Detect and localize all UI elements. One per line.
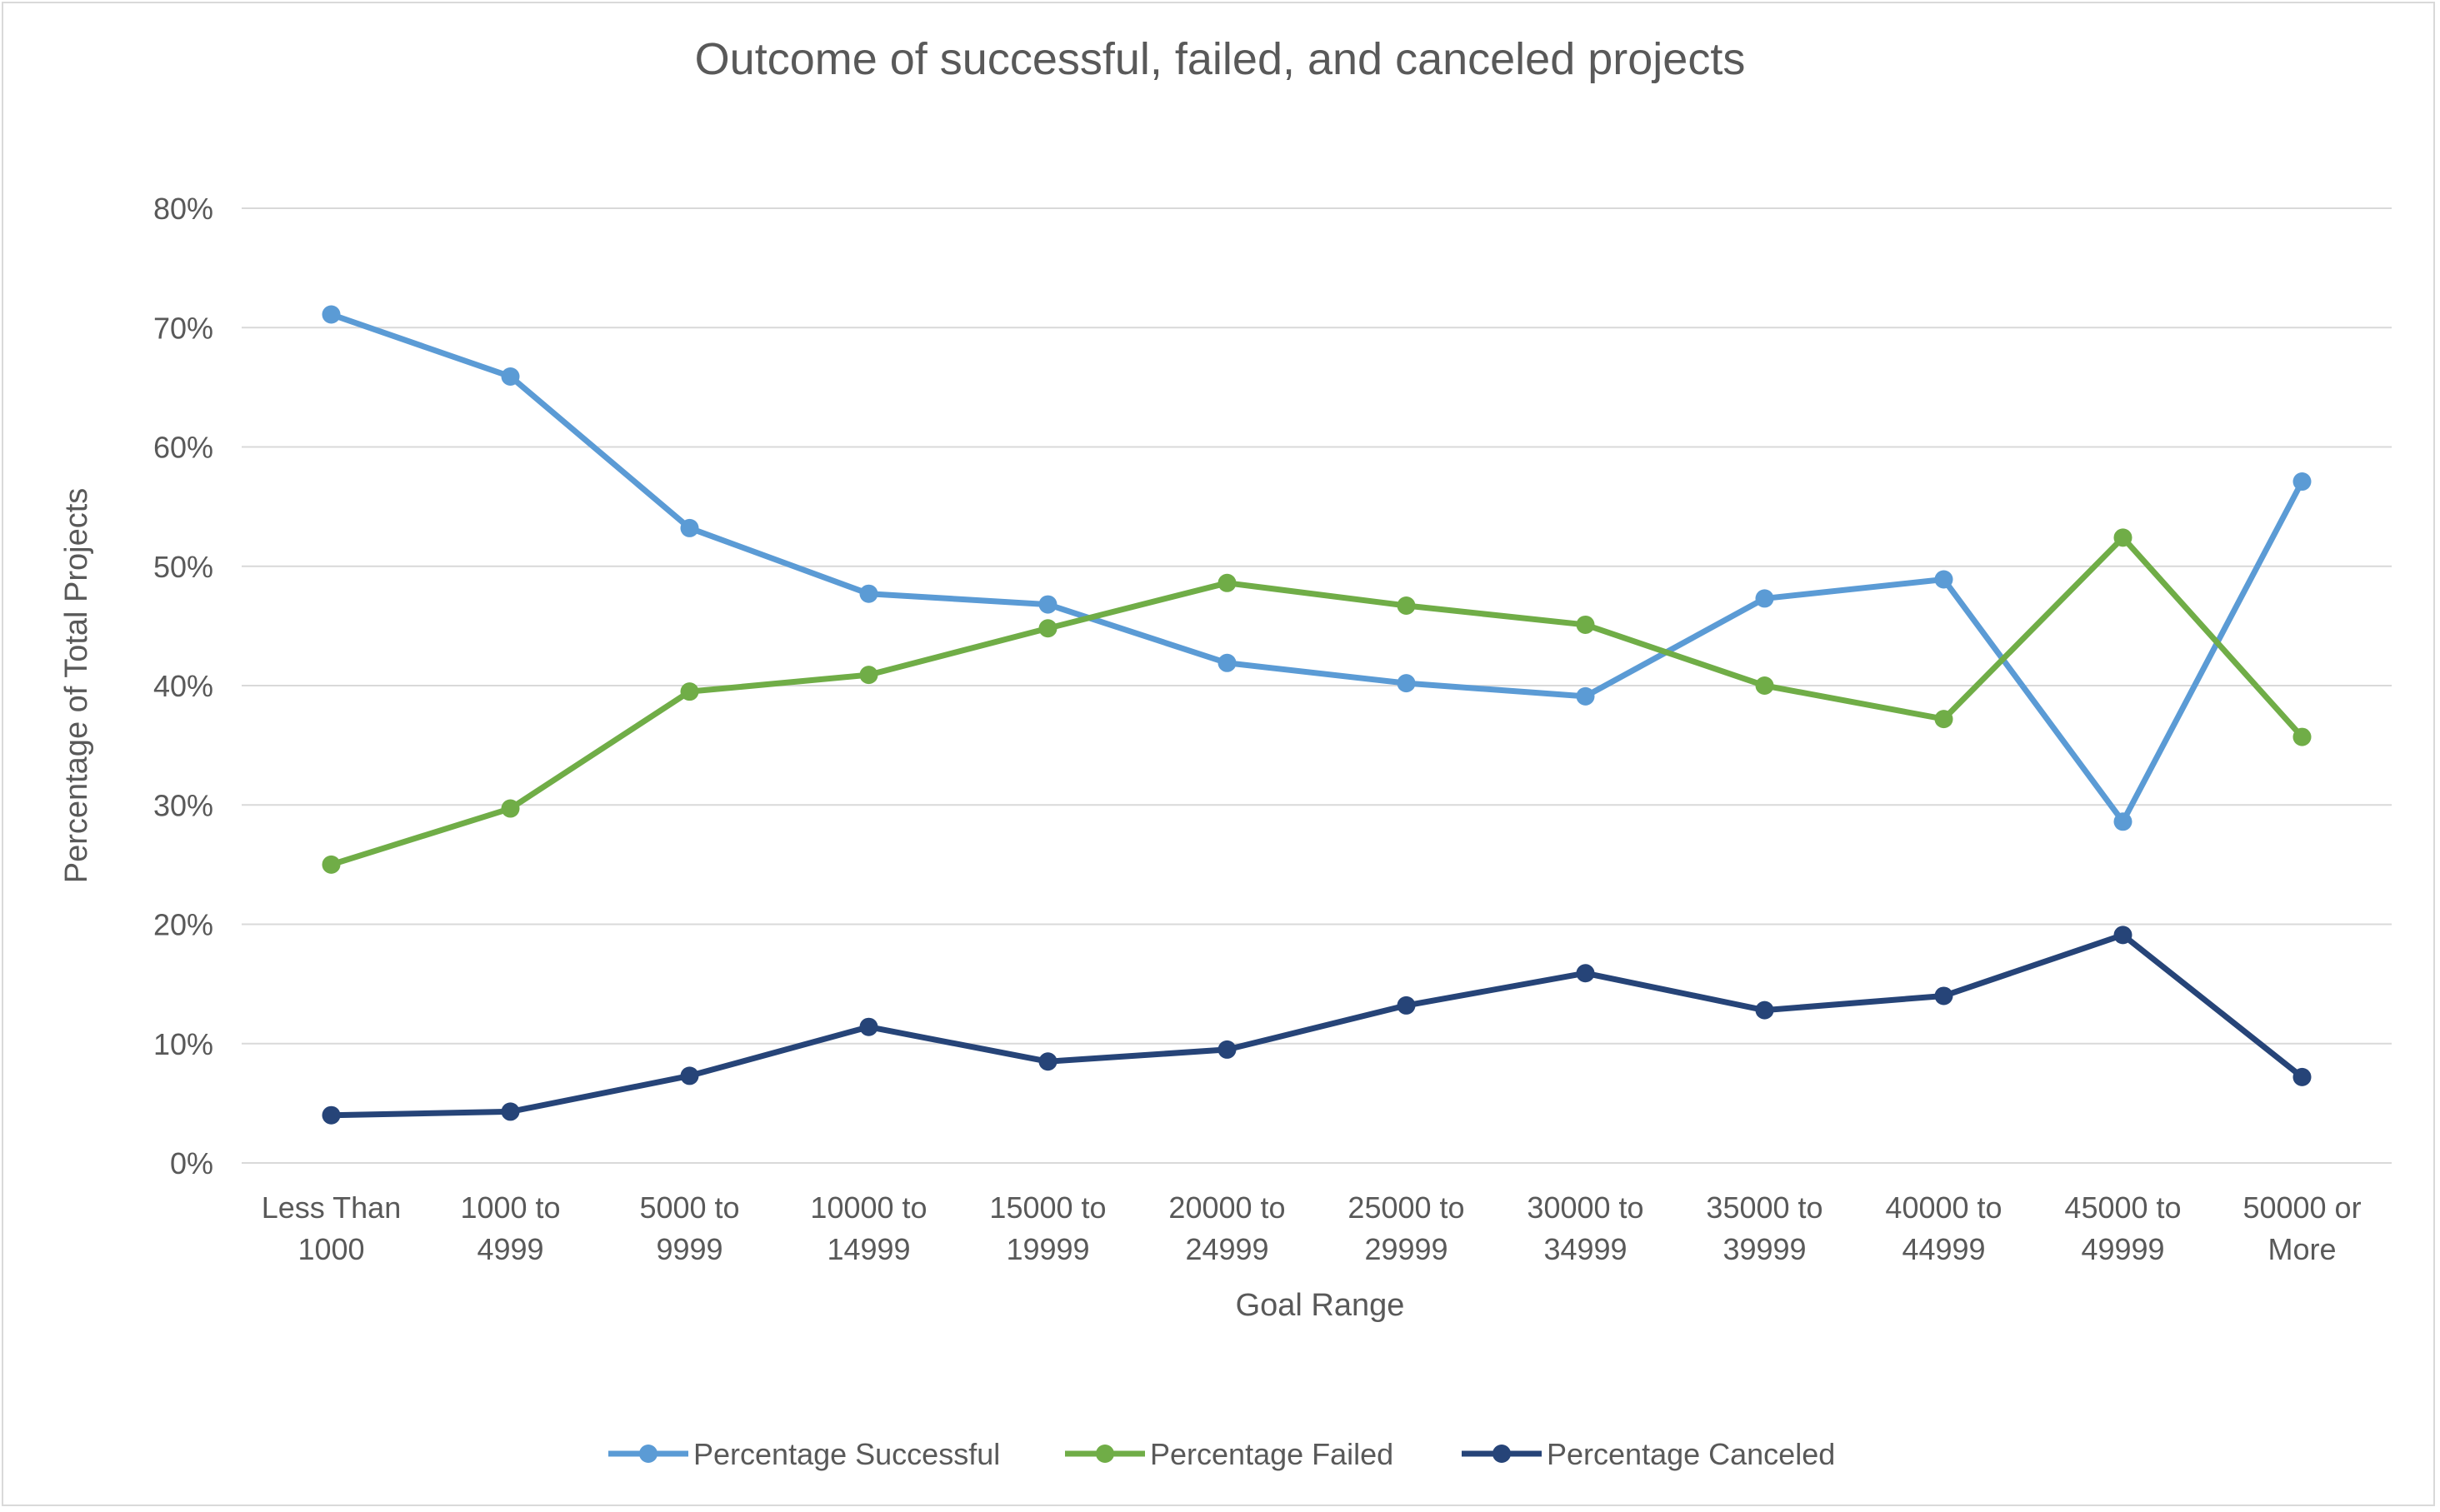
legend-marker: [1492, 1445, 1511, 1463]
data-point: [2113, 812, 2132, 831]
x-tick-label: 1000 to 4999: [460, 1190, 560, 1266]
x-tick-label: 50000 or More: [2242, 1190, 2361, 1266]
data-point: [680, 1066, 699, 1085]
y-tick-label: 30%: [153, 788, 213, 822]
data-point: [322, 305, 341, 324]
data-point: [1576, 686, 1595, 706]
series-1: [322, 305, 2312, 831]
data-point: [680, 518, 699, 537]
x-axis-title: Goal Range: [1236, 1288, 1405, 1323]
legend-item: Percentage Successful: [608, 1437, 1000, 1471]
x-tick-label: 25000 to 29999: [1348, 1190, 1464, 1266]
data-point: [2292, 472, 2312, 492]
x-tick-label: 40000 to 44999: [1885, 1190, 2002, 1266]
gridlines: [242, 207, 2392, 1164]
data-point: [322, 855, 341, 874]
data-point: [859, 1017, 878, 1036]
x-tick-label: 15000 to 19999: [989, 1190, 1106, 1266]
data-point: [501, 799, 520, 818]
legend-item: Percentage Canceled: [1462, 1437, 1835, 1471]
data-point: [2113, 528, 2132, 547]
data-point: [859, 584, 878, 603]
legend-label: Percentage Failed: [1150, 1437, 1393, 1471]
y-tick-label: 60%: [153, 431, 213, 465]
x-axis-ticks: Less Than 1000 1000 to 4999 5000 to 9999 10000…: [262, 1190, 2362, 1266]
y-axis-ticks: 0% 10% 20% 30% 40% 50% 60% 70% 80%: [153, 192, 213, 1180]
data-point: [1755, 676, 1774, 695]
data-point: [1038, 1052, 1058, 1071]
data-point: [1934, 986, 1953, 1006]
series-group: [322, 305, 2312, 1125]
series-line: [331, 931, 2304, 1119]
x-tick-label: 10000 to 14999: [810, 1190, 927, 1266]
y-tick-label: 10%: [153, 1027, 213, 1061]
legend-marker: [639, 1445, 658, 1463]
data-point: [1934, 710, 1953, 729]
x-tick-label: Less Than 1000: [262, 1190, 401, 1266]
y-axis-title: Percentage of Total Projects: [59, 488, 94, 884]
data-point: [680, 682, 699, 701]
data-point: [1576, 615, 1595, 634]
data-point: [1397, 674, 1416, 693]
y-tick-label: 0%: [170, 1146, 213, 1180]
x-tick-label: 30000 to 34999: [1527, 1190, 1643, 1266]
data-point: [501, 1102, 520, 1121]
data-point: [2292, 1067, 2312, 1086]
chart-title: Outcome of successful, failed, and cance…: [694, 34, 1746, 84]
x-tick-label: 5000 to 9999: [639, 1190, 739, 1266]
data-point: [1038, 595, 1058, 614]
data-point: [1218, 653, 1237, 672]
legend: Percentage Successful Percentage Failed Pe…: [608, 1437, 1835, 1471]
data-point: [2292, 727, 2312, 746]
series-line: [330, 534, 2305, 868]
legend-label: Percentage Successful: [693, 1437, 1000, 1471]
legend-label: Percentage Canceled: [1547, 1437, 1835, 1471]
data-point: [1397, 996, 1416, 1015]
x-tick-label: 35000 to 39999: [1706, 1190, 1822, 1266]
y-tick-label: 40%: [153, 669, 213, 703]
y-tick-label: 50%: [153, 550, 213, 584]
x-tick-label: 20000 to 24999: [1168, 1190, 1285, 1266]
series-2: [322, 528, 2312, 874]
data-point: [2113, 926, 2132, 945]
data-point: [1755, 1001, 1774, 1020]
y-tick-label: 80%: [153, 192, 213, 226]
series-3: [322, 926, 2312, 1125]
data-point: [1038, 619, 1058, 638]
data-point: [322, 1105, 341, 1125]
legend-marker: [1096, 1445, 1114, 1463]
data-point: [501, 367, 520, 386]
x-tick-label: 45000 to 49999: [2064, 1190, 2181, 1266]
data-point: [1218, 1040, 1237, 1059]
data-point: [1397, 596, 1416, 616]
data-point: [1576, 964, 1595, 983]
data-point: [1934, 570, 1953, 589]
legend-item: Percentage Failed: [1065, 1437, 1393, 1471]
y-tick-label: 70%: [153, 311, 213, 345]
series-line: [330, 312, 2305, 825]
data-point: [1755, 589, 1774, 608]
y-tick-label: 20%: [153, 908, 213, 942]
data-point: [859, 666, 878, 685]
data-point: [1218, 573, 1237, 592]
